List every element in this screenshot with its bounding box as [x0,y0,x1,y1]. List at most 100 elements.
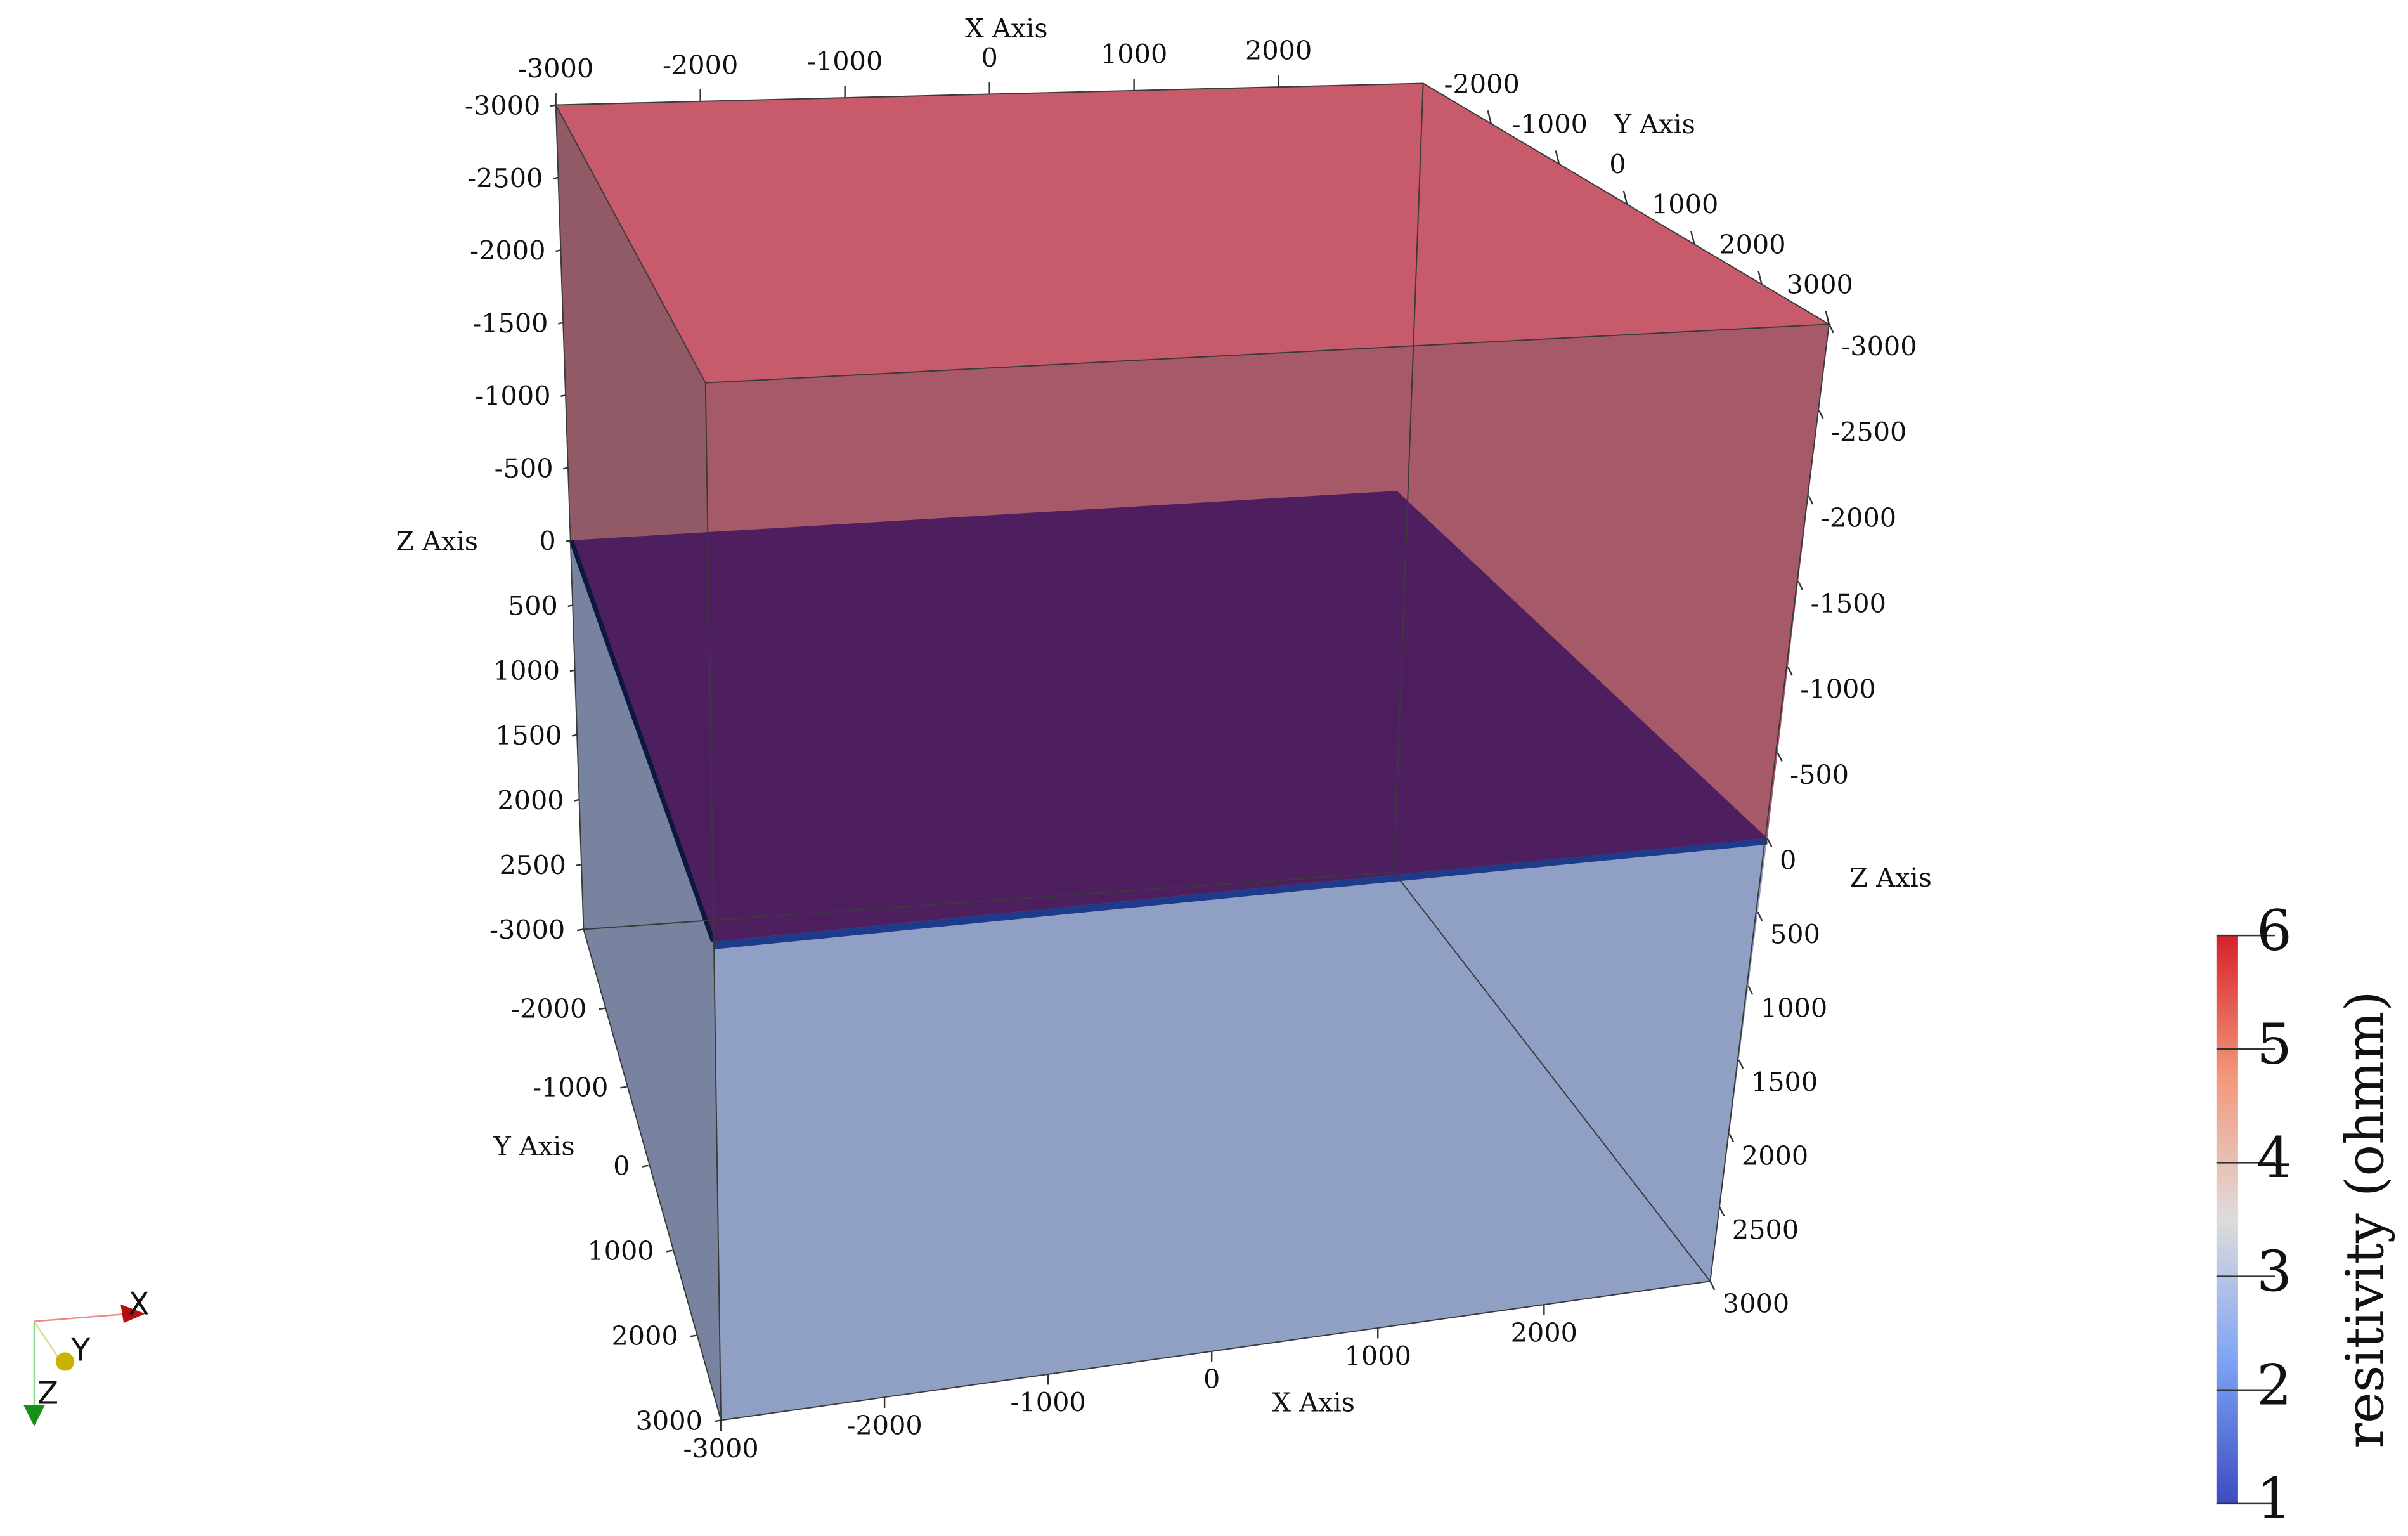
tick-label: 1500 [1751,1067,1818,1098]
tick-mark [1825,311,1830,325]
tick-mark [1787,667,1793,676]
tick-label: 500 [1770,920,1820,950]
orientation-y [33,1320,60,1359]
orientation-y-cone [55,1352,75,1371]
color-bar-tick-label: 1 [2256,1467,2292,1532]
tick-label: -2000 [846,1410,922,1441]
tick-mark [1818,409,1824,419]
interface-plane [571,491,1768,942]
orientation-label: X [128,1286,149,1322]
tick-label: 0 [539,526,555,556]
tick-label: 2000 [1719,230,1785,260]
orientation-x-cone [120,1304,146,1324]
axis-title: Z Axis [1849,862,1932,893]
edge [1709,324,1830,1282]
tick-label: -1000 [475,381,550,412]
tick-label: -1000 [533,1072,608,1103]
tick-mark [1757,271,1763,285]
tick-mark [599,1007,605,1010]
tick-label: -2000 [1821,503,1896,533]
color-bar-tick-label: 2 [2256,1353,2292,1418]
interface-edge [713,838,1768,950]
tick-label: -3000 [683,1434,758,1464]
tick-mark [1719,1207,1725,1217]
lower-left-face [571,540,722,1421]
orientation-z-cone [23,1405,45,1427]
color-bar-tick-label: 3 [2256,1239,2292,1304]
tick-label: -3000 [518,53,593,84]
tick-mark [566,539,572,542]
tick-mark [1828,323,1834,334]
tick-mark [563,467,569,470]
tick-mark [552,176,559,179]
orientation-label: Z [37,1376,58,1411]
tick-mark [576,863,582,867]
tick-mark [571,734,578,737]
tick-mark [1808,495,1814,505]
upper-top-face [555,83,1829,383]
tick-mark [1555,150,1560,164]
tick-mark [569,669,576,672]
tick-label: 0 [1780,845,1796,876]
tick-mark [1709,1280,1716,1291]
orientation-axes: X Y Z [23,1286,150,1427]
tick-mark [550,104,556,107]
tick-label: -1000 [1800,674,1875,705]
edge [704,382,722,1421]
tick-mark [574,798,580,802]
tick-mark [560,394,567,398]
tick-mark [620,1086,627,1089]
tick-label: 1500 [495,720,562,751]
tick-label: 0 [981,42,997,73]
tick-label: 0 [1609,149,1626,179]
tick-mark [577,928,584,932]
tick-mark [1777,752,1783,762]
cube-axes: X Axis -3000 -2000 -1000 0 1000 2000 Y Axis -200… [396,13,1932,1464]
tick-mark [1690,230,1695,244]
tick-mark [1487,110,1492,124]
tick-label: 2000 [1742,1141,1808,1171]
tick-mark [1738,1059,1744,1069]
tick-label: 1000 [1345,1341,1411,1372]
color-bar-tick-label: 6 [2256,899,2292,963]
tick-label: -3000 [1841,332,1917,362]
tick-mark [666,1249,673,1253]
tick-mark [642,1164,649,1168]
tick-mark [555,249,562,252]
color-bar-title: resitivity (ohmm) [2334,991,2395,1448]
tick-label: -1000 [1011,1388,1086,1418]
tick-label: 3000 [1723,1289,1789,1319]
tick-mark [1757,911,1763,921]
tick-label: 1000 [1101,39,1167,70]
tick-label: -2500 [467,163,543,193]
tick-label: -2000 [663,50,738,81]
tick-label: 2000 [611,1321,678,1351]
tick-mark [1728,1133,1735,1143]
axis-title: X Axis [1272,1388,1355,1418]
tick-mark [714,1419,722,1422]
tick-label: -1500 [472,308,548,339]
tick-label: -1000 [1512,109,1588,140]
tick-label: -1500 [1811,589,1886,619]
edge [1393,83,1424,873]
tick-label: -3000 [465,91,540,121]
color-bar [2216,935,2238,1504]
tick-label: 2000 [1511,1318,1577,1348]
tick-label: 2500 [1732,1214,1799,1245]
color-bar-tick-label: 5 [2256,1012,2292,1077]
tick-mark [558,322,564,325]
tick-label: 2000 [497,785,564,816]
axis-title: X Axis [965,13,1047,44]
tick-mark [690,1334,697,1337]
tick-label: 2500 [500,850,566,881]
tick-label: -1000 [807,46,883,77]
lower-front-face [713,838,1768,1421]
tick-label: -2500 [1831,417,1906,448]
tick-label: 1000 [493,656,560,686]
tick-mark [1747,986,1754,995]
axis-title: Y Axis [1614,109,1695,140]
orientation-label: Y [70,1332,90,1368]
orientation-x [34,1313,130,1322]
